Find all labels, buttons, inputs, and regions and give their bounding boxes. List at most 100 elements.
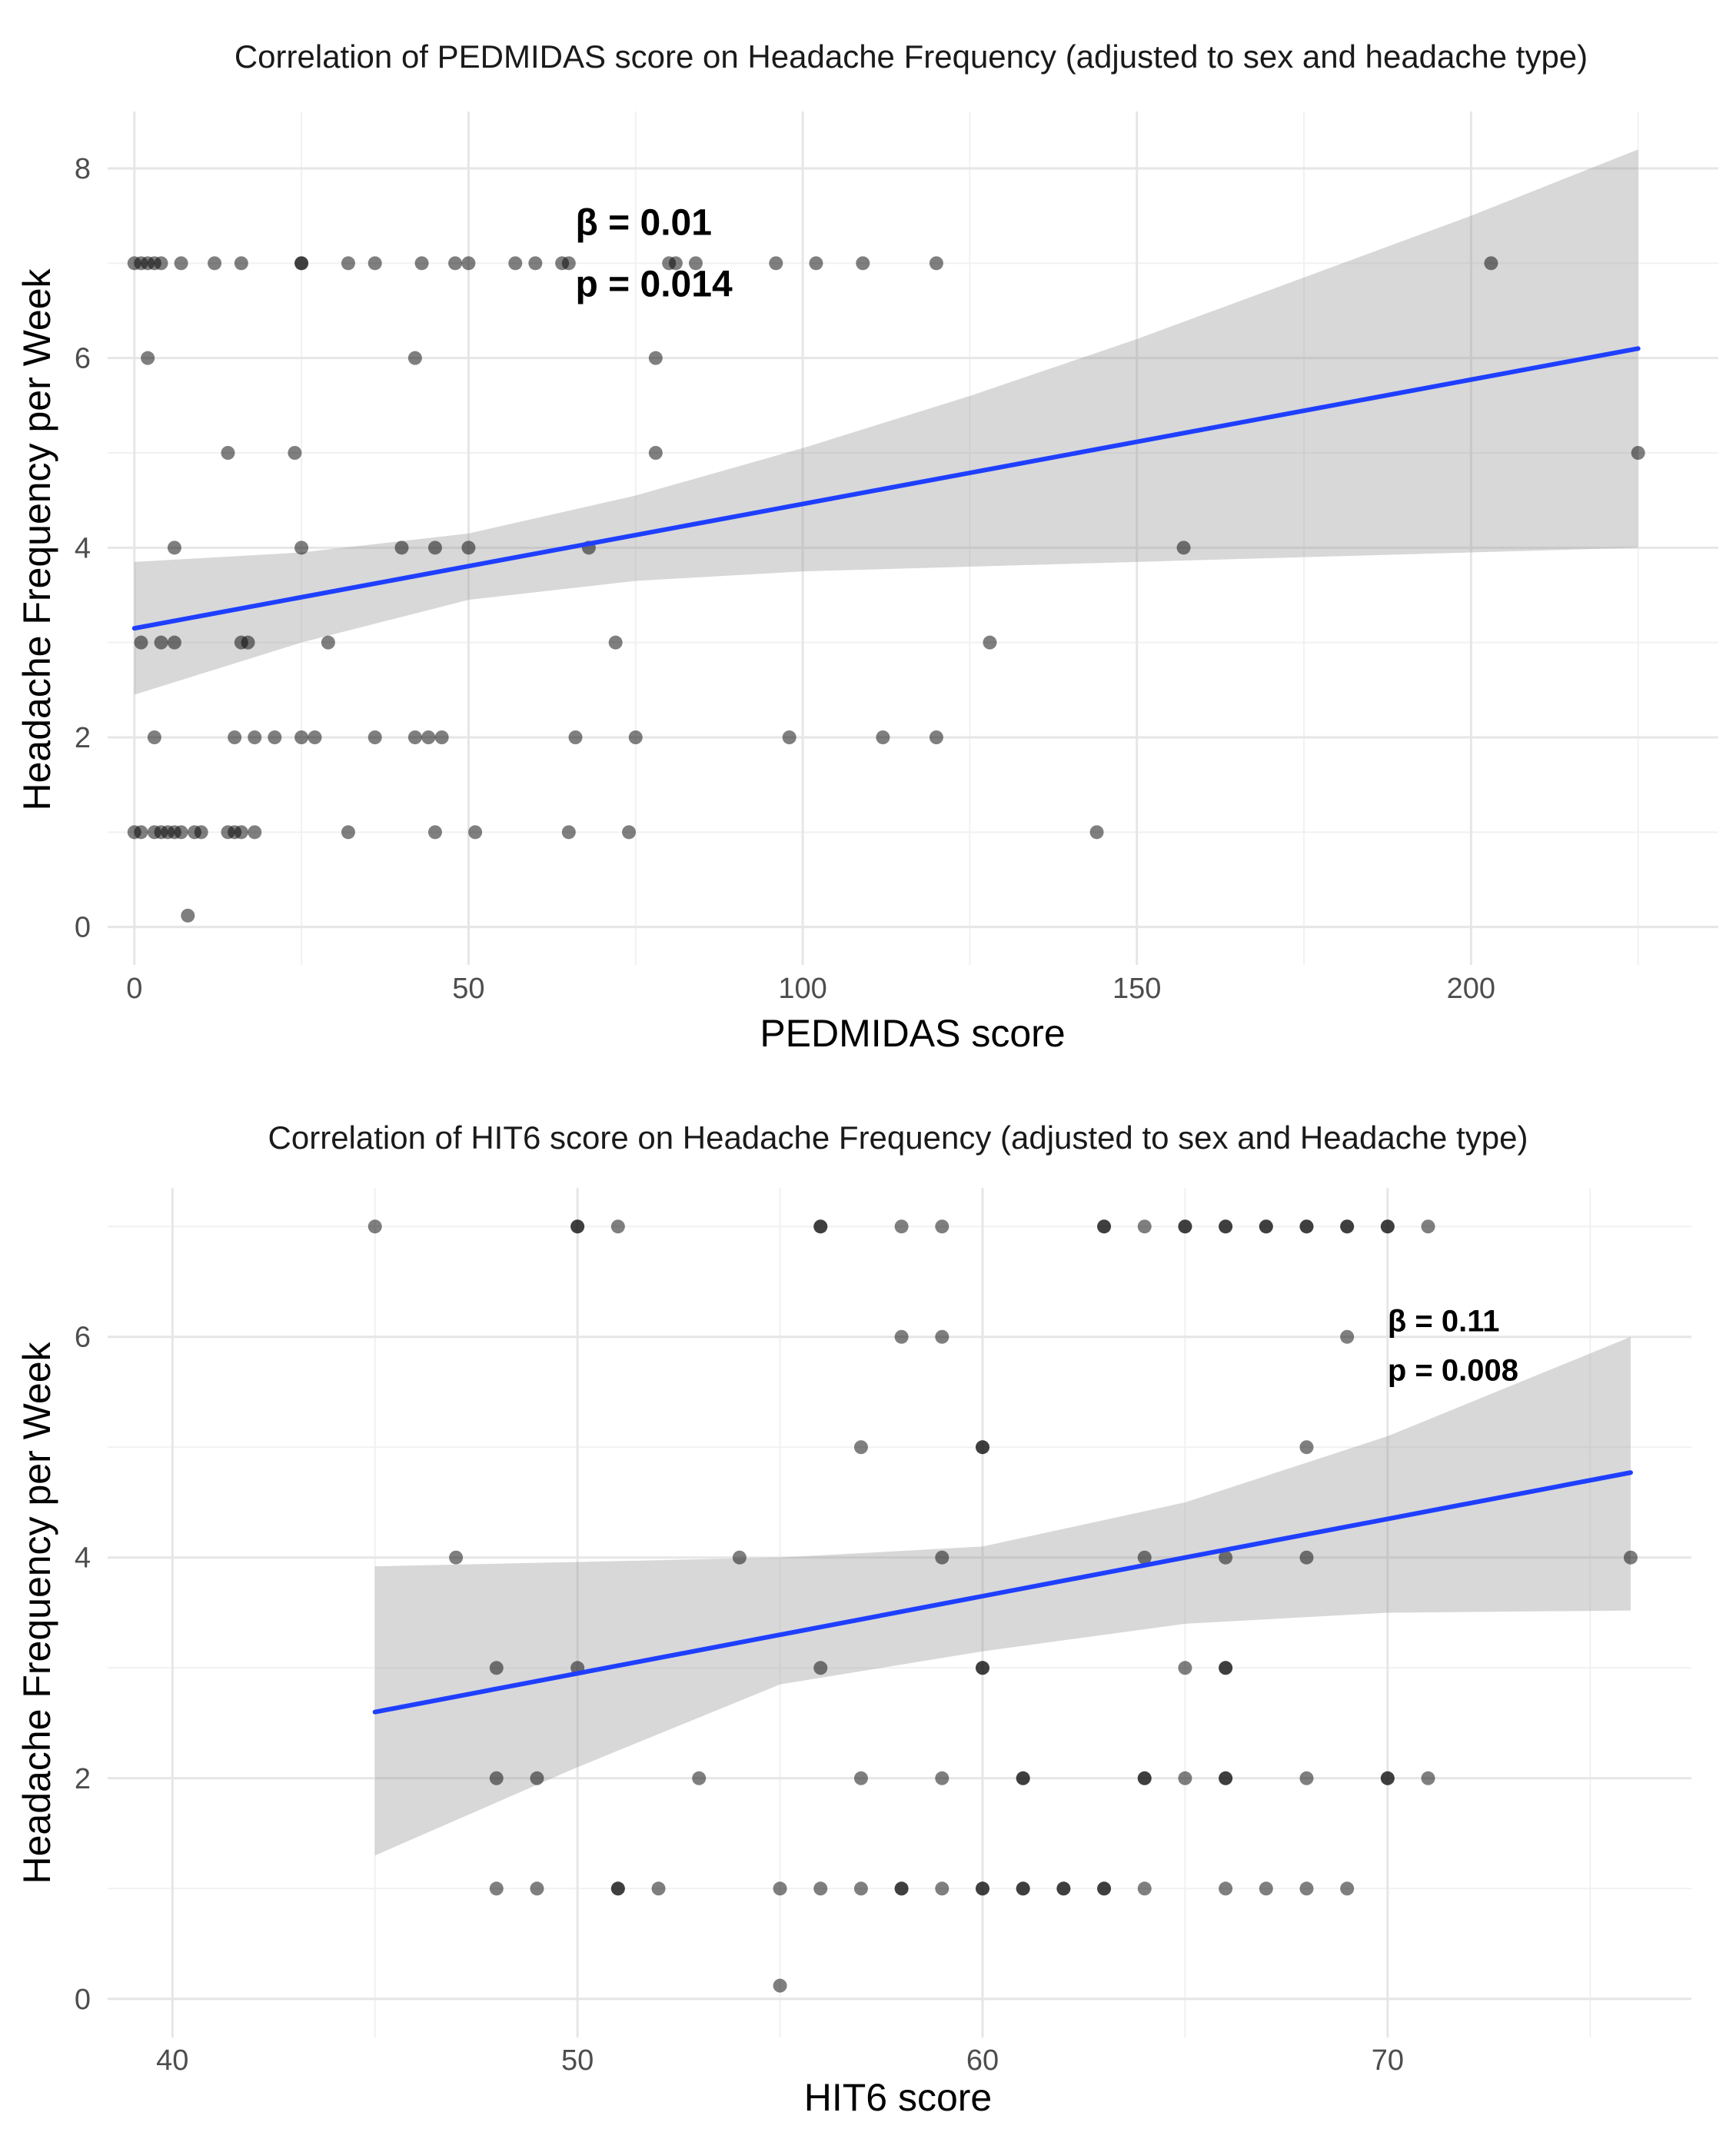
- data-point: [294, 730, 309, 744]
- data-point: [167, 541, 181, 555]
- regression-line: [131, 346, 1641, 631]
- data-point: [489, 1881, 504, 1896]
- data-point: [1137, 1771, 1152, 1785]
- fit-line: [372, 1470, 1633, 1715]
- data-point: [308, 730, 322, 744]
- x-tick-label: 100: [778, 973, 826, 1005]
- data-point: [1219, 1881, 1233, 1896]
- data-point: [983, 635, 997, 650]
- data-point: [468, 825, 483, 840]
- data-point: [1219, 1771, 1233, 1785]
- y-tick-labels: 0 2 4 6 8: [75, 153, 91, 944]
- data-point: [813, 1661, 828, 1675]
- gridlines: [108, 111, 1718, 965]
- data-point: [1631, 446, 1645, 460]
- data-point: [935, 1771, 949, 1785]
- data-point: [341, 825, 355, 840]
- data-point: [228, 730, 242, 744]
- data-point: [1056, 1881, 1071, 1896]
- pedmidas-chart: Correlation of PEDMIDAS score on Headach…: [15, 38, 1718, 1055]
- x-tick-label: 70: [1372, 2044, 1404, 2077]
- p-value-annotation: p = 0.014: [576, 264, 733, 304]
- data-point: [648, 446, 663, 460]
- y-tick-labels: 0 2 4 6: [75, 1322, 91, 2016]
- x-tick-label: 40: [156, 2044, 188, 2077]
- y-tick-label: 4: [75, 532, 91, 564]
- data-point: [782, 730, 796, 744]
- data-point: [1623, 1550, 1638, 1565]
- data-point: [809, 256, 823, 271]
- confidence-band-area: [374, 1336, 1631, 1856]
- y-axis-label: Headache Frequency per Week: [15, 268, 58, 810]
- data-point: [894, 1219, 909, 1234]
- data-point: [1380, 1771, 1395, 1785]
- data-point: [1340, 1329, 1355, 1344]
- data-point: [1299, 1771, 1314, 1785]
- x-tick-label: 60: [966, 2044, 999, 2077]
- data-point: [929, 730, 943, 744]
- x-tick-labels: 40 50 60 70: [156, 2044, 1404, 2077]
- data-point: [394, 541, 409, 555]
- data-point: [1219, 1550, 1233, 1565]
- data-point: [449, 1550, 464, 1565]
- data-point: [568, 730, 583, 744]
- data-point: [1178, 1661, 1192, 1675]
- data-point: [853, 1771, 868, 1785]
- data-point: [241, 635, 255, 650]
- stats-annotation: β = 0.11 p = 0.008: [1388, 1305, 1518, 1388]
- data-point: [651, 1881, 666, 1896]
- data-point: [1299, 1550, 1314, 1565]
- data-point: [1340, 1219, 1355, 1234]
- data-point: [668, 256, 683, 271]
- p-value-annotation: p = 0.008: [1388, 1354, 1518, 1388]
- hit6-chart: Correlation of HIT6 score on Headache Fr…: [15, 1119, 1691, 2119]
- data-point: [1259, 1219, 1273, 1234]
- data-point: [288, 446, 302, 460]
- data-point: [221, 446, 235, 460]
- data-point: [1137, 1219, 1152, 1234]
- data-point: [929, 256, 943, 271]
- data-point: [434, 730, 449, 744]
- data-point: [1299, 1881, 1314, 1896]
- data-point: [1097, 1219, 1112, 1234]
- data-point: [234, 256, 248, 271]
- data-point: [528, 256, 543, 271]
- data-point: [876, 730, 890, 744]
- data-point: [976, 1440, 990, 1455]
- data-point: [628, 730, 643, 744]
- data-point: [427, 825, 442, 840]
- data-point: [813, 1881, 828, 1896]
- data-points: [367, 1219, 1638, 1993]
- data-point: [1016, 1771, 1030, 1785]
- data-point: [610, 1881, 625, 1896]
- data-point: [414, 256, 429, 271]
- data-point: [813, 1219, 828, 1234]
- data-points: [127, 256, 1645, 923]
- x-tick-labels: 0 50 100 150 200: [126, 973, 1495, 1005]
- data-point: [561, 825, 576, 840]
- data-point: [461, 256, 476, 271]
- data-point: [1097, 1881, 1112, 1896]
- data-point: [407, 351, 422, 365]
- data-point: [154, 635, 168, 650]
- data-point: [732, 1550, 747, 1565]
- data-point: [489, 1661, 504, 1675]
- data-point: [1137, 1550, 1152, 1565]
- data-point: [268, 730, 282, 744]
- data-point: [508, 256, 523, 271]
- data-point: [367, 256, 382, 271]
- data-point: [1421, 1219, 1435, 1234]
- data-point: [489, 1771, 504, 1785]
- x-tick-label: 150: [1112, 973, 1161, 1005]
- data-point: [1089, 825, 1104, 840]
- data-point: [530, 1881, 544, 1896]
- data-point: [134, 635, 148, 650]
- data-point: [935, 1329, 949, 1344]
- data-point: [181, 908, 195, 923]
- data-point: [341, 256, 355, 271]
- data-point: [976, 1661, 990, 1675]
- data-point: [935, 1550, 949, 1565]
- data-point: [1380, 1219, 1395, 1234]
- data-point: [1299, 1440, 1314, 1455]
